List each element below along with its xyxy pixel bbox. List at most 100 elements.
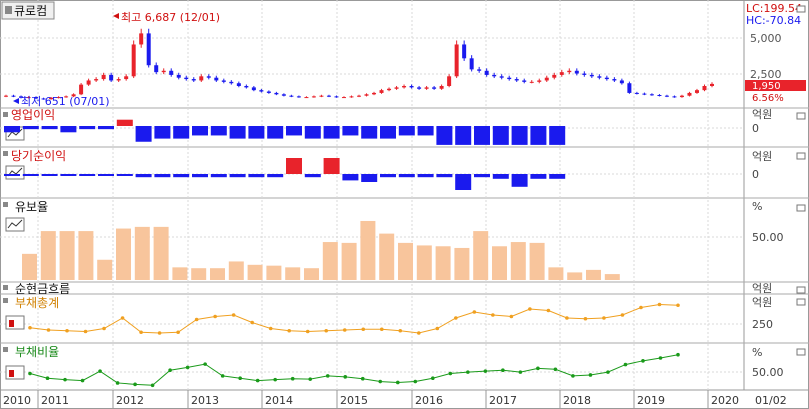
series-point <box>361 327 366 332</box>
candle-body <box>289 95 294 97</box>
series-point <box>472 310 477 314</box>
series-point <box>80 378 85 383</box>
candle-body <box>447 76 452 86</box>
bar-chart-icon[interactable] <box>5 315 25 330</box>
collapse-icon[interactable] <box>796 286 806 294</box>
series-point <box>305 329 310 334</box>
x-tick-label: 2012 <box>116 394 144 407</box>
series-point <box>623 362 628 367</box>
series-point <box>220 374 225 378</box>
line-chart-icon[interactable] <box>5 165 25 180</box>
series-point <box>379 327 384 332</box>
candle-body <box>161 70 166 73</box>
series-point <box>676 352 680 357</box>
indicator-bar <box>286 126 302 136</box>
candle-body <box>64 96 69 98</box>
price-tick-2500: 2,500 <box>750 68 782 81</box>
indicator-bar <box>248 174 265 178</box>
reserve-bar <box>473 231 489 280</box>
series-point <box>157 331 162 335</box>
indicator-bar <box>474 174 490 178</box>
series-point <box>571 374 575 378</box>
candle-body <box>349 96 354 98</box>
x-axis-labels: 2010 2011 2012 2013 2014 2015 2016 2017 2018 2019… <box>0 390 787 409</box>
operating-profit-unit: 억원 <box>752 108 772 121</box>
indicator-bar <box>60 126 77 133</box>
series-line <box>29 354 679 386</box>
candle-body <box>334 96 339 98</box>
reserve-bar <box>492 246 507 280</box>
indicator-bar <box>530 126 547 145</box>
collapse-icon[interactable] <box>796 298 806 306</box>
reserve-bar <box>454 247 470 280</box>
total-debt-unit: 억원 <box>752 296 772 309</box>
indicator-bar <box>4 126 20 133</box>
series-point <box>553 367 558 372</box>
series-point <box>448 371 453 376</box>
collapse-icon[interactable] <box>796 5 806 13</box>
series-point <box>203 362 207 366</box>
panel-title-reserve-ratio[interactable]: 유보율 <box>3 200 48 214</box>
x-tick-label: 2013 <box>191 394 219 407</box>
reserve-bar <box>341 242 357 280</box>
indicator-bar <box>342 126 359 136</box>
series-point <box>378 379 383 384</box>
indicator-bar <box>4 174 20 176</box>
panel-title-debt-ratio[interactable]: 부채비율 <box>3 345 59 359</box>
company-name-box[interactable]: 큐로컴 <box>1 1 55 20</box>
x-tick-label: 2015 <box>340 394 368 407</box>
reserve-bar <box>416 245 432 280</box>
candle-body <box>499 76 504 78</box>
candle-body <box>251 87 256 91</box>
indicator-bar <box>398 126 415 136</box>
candle-body <box>529 81 534 83</box>
indicator-bar <box>492 174 509 179</box>
candle-body <box>214 77 219 81</box>
operating-profit-bars <box>4 119 566 145</box>
candle-body <box>244 86 249 88</box>
candle-body <box>79 84 84 95</box>
candle-body <box>236 83 241 86</box>
series-point <box>28 371 32 376</box>
indicator-bar <box>41 126 58 130</box>
low-annotation: 최저 651 (07/01) <box>13 95 110 108</box>
bar-chart-icon[interactable] <box>5 365 25 380</box>
series-point <box>657 302 662 307</box>
series-point <box>398 328 403 333</box>
reserve-bar <box>210 268 225 280</box>
reserve-bar <box>228 261 244 280</box>
change-percent: 6.56% <box>752 93 784 104</box>
candle-body <box>642 93 647 95</box>
collapse-icon[interactable] <box>796 112 806 120</box>
indicator-bar <box>210 126 227 136</box>
collapse-icon[interactable] <box>796 204 806 212</box>
line-chart-icon[interactable] <box>5 217 25 232</box>
candle-body <box>11 95 16 97</box>
collapse-icon[interactable] <box>796 348 806 356</box>
candle-body <box>56 97 61 99</box>
indicator-bar <box>98 174 114 176</box>
collapse-icon[interactable] <box>796 152 806 160</box>
candle-body <box>417 87 422 89</box>
hc-value: HC:-70.84 <box>746 14 801 27</box>
panel-title-total-debt[interactable]: 부채총계 <box>3 296 59 310</box>
series-point <box>290 376 295 381</box>
panel-title-net-cashflow[interactable]: 순현금흐름 <box>3 282 70 296</box>
candle-body <box>86 80 91 85</box>
candle-body <box>664 95 669 97</box>
indicator-bar <box>530 174 547 179</box>
candle-body <box>574 70 579 74</box>
series-point <box>255 378 260 383</box>
candle-body <box>169 70 174 75</box>
series-point <box>565 316 569 320</box>
indicator-bar <box>417 174 434 178</box>
candle-body <box>124 76 129 80</box>
total-debt-line <box>28 302 680 335</box>
series-point <box>65 328 69 333</box>
panel-title-operating-profit[interactable]: 영업이익 <box>3 108 55 122</box>
candle-body <box>604 77 609 80</box>
candle-body <box>372 92 377 95</box>
panel-title-net-income[interactable]: 당기순이익 <box>3 149 66 163</box>
